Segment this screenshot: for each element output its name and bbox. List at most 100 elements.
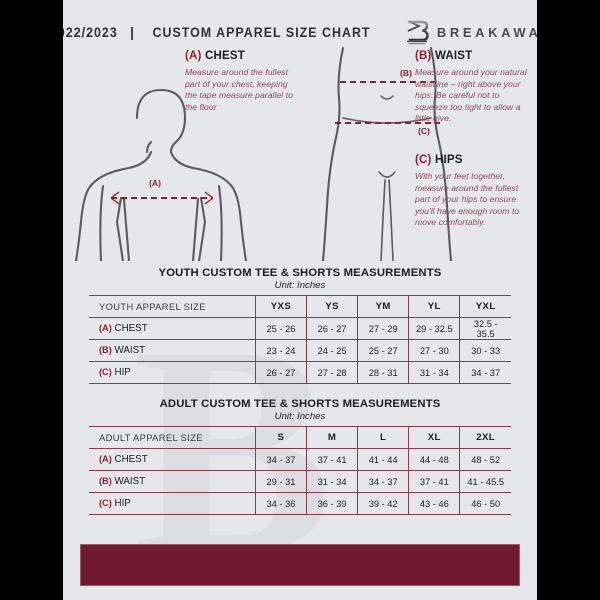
cell: 30 - 33 — [459, 339, 511, 362]
brand-logo: BREAKAWAY — [405, 19, 537, 45]
table-row: (C) HIP 26 - 27 27 - 28 28 - 31 31 - 34 … — [89, 361, 511, 384]
cell: 46 - 50 — [459, 492, 511, 515]
adult-col-2xl: 2XL — [459, 426, 511, 449]
cell: 41 - 44 — [357, 448, 409, 471]
adult-table-title: ADULT CUSTOM TEE & SHORTS MEASUREMENTS — [159, 398, 441, 410]
callout-waist-tag: (B) — [415, 50, 432, 62]
cell: 27 - 28 — [306, 361, 358, 384]
cell: 27 - 29 — [357, 317, 409, 340]
youth-size-table: YOUTH APPAREL SIZE YXS YS YM YL YXL (A) … — [89, 295, 511, 384]
cell: 26 - 27 — [254, 361, 307, 384]
adult-table-header-row: ADULT APPAREL SIZE S M L XL 2XL — [89, 426, 511, 449]
row-tag: (C) — [99, 367, 112, 377]
callout-chest-text: Measure around the fullest part of your … — [185, 67, 293, 112]
cell: 44 - 48 — [408, 448, 460, 471]
adult-col-l: L — [357, 426, 409, 449]
breakaway-b-monogram-icon — [406, 20, 429, 45]
row-tag: (A) — [99, 454, 112, 464]
adult-table-unit: Unit: Inches — [274, 411, 326, 422]
cell: 34 - 37 — [357, 470, 409, 493]
hips-marker-label: (C) — [418, 126, 430, 136]
callout-hips-title: HIPS — [434, 154, 463, 166]
cell: 32.5 - 35.5 — [459, 317, 511, 340]
adult-row-chest-label: (A) CHEST — [89, 448, 256, 471]
page-title: CUSTOM APPAREL SIZE CHART — [152, 24, 371, 40]
youth-col-yxs: YXS — [254, 295, 307, 318]
body-figures-illustration — [74, 46, 453, 261]
row-label: WAIST — [114, 476, 146, 487]
cell: 28 - 31 — [357, 361, 409, 384]
adult-col-m: M — [306, 426, 358, 449]
youth-col-yxl: YXL — [459, 295, 511, 318]
callout-waist-title: WAIST — [434, 50, 473, 62]
cell: 29 - 31 — [254, 470, 307, 493]
callout-waist-heading: (B) WAIST — [415, 50, 533, 62]
adult-size-table: ADULT APPAREL SIZE S M L XL 2XL (A) CHES… — [89, 426, 511, 515]
youth-table-title: YOUTH CUSTOM TEE & SHORTS MEASUREMENTS — [158, 267, 442, 279]
adult-row-waist-label: (B) WAIST — [89, 470, 256, 493]
youth-row-waist-label: (B) WAIST — [89, 339, 256, 362]
row-tag: (C) — [99, 498, 112, 508]
callout-hips-text: With your feet together, measure around … — [415, 171, 520, 228]
adult-col-xl: XL — [408, 426, 460, 449]
cell: 36 - 39 — [306, 492, 358, 515]
cell: 34 - 37 — [459, 361, 511, 384]
youth-row-hip-label: (C) HIP — [89, 361, 256, 384]
cell: 43 - 46 — [408, 492, 460, 515]
youth-col-ys: YS — [306, 295, 358, 318]
youth-col-ym: YM — [357, 295, 409, 318]
brand-name: BREAKAWAY — [436, 24, 537, 40]
cell: 34 - 36 — [254, 492, 307, 515]
callout-waist: (B) WAIST Measure around your natural wa… — [415, 50, 533, 125]
cell: 31 - 34 — [306, 470, 358, 493]
callout-chest-title: CHEST — [204, 50, 245, 62]
callout-hips-heading: (C) HIPS — [415, 154, 533, 166]
youth-table-header-row: YOUTH APPAREL SIZE YXS YS YM YL YXL — [89, 295, 511, 318]
callout-chest: (A) CHEST Measure around the fullest par… — [185, 50, 297, 113]
table-row: (B) WAIST 23 - 24 24 - 25 25 - 27 27 - 3… — [89, 339, 511, 362]
cell: 25 - 27 — [357, 339, 409, 362]
size-chart-page: B 2022/2023 | CUSTOM APPAREL SIZE CHART … — [63, 0, 537, 600]
youth-col-yl: YL — [408, 295, 460, 318]
row-label: WAIST — [114, 345, 146, 356]
row-label: CHEST — [114, 454, 148, 465]
table-row: (A) CHEST 25 - 26 26 - 27 27 - 29 29 - 3… — [89, 317, 511, 340]
cell: 31 - 34 — [408, 361, 460, 384]
waist-marker-label: (B) — [400, 68, 412, 78]
table-row: (B) WAIST 29 - 31 31 - 34 34 - 37 37 - 4… — [89, 470, 511, 493]
cell: 27 - 30 — [408, 339, 460, 362]
youth-col-label: YOUTH APPAREL SIZE — [89, 295, 256, 318]
cell: 37 - 41 — [408, 470, 460, 493]
callout-hips: (C) HIPS With your feet together, measur… — [415, 154, 533, 229]
youth-table-unit: Unit: Inches — [274, 280, 326, 291]
callout-waist-text: Measure around your natural waistline – … — [415, 67, 527, 124]
callout-hips-tag: (C) — [415, 154, 432, 166]
table-row: (C) HIP 34 - 36 36 - 39 39 - 42 43 - 46 … — [89, 492, 511, 515]
cell: 34 - 37 — [254, 448, 307, 471]
footer-band — [80, 544, 520, 586]
cell: 24 - 25 — [306, 339, 358, 362]
header-season: 2022/2023 — [63, 24, 119, 40]
cell: 39 - 42 — [357, 492, 409, 515]
cell: 37 - 41 — [306, 448, 358, 471]
cell: 25 - 26 — [254, 317, 307, 340]
youth-measurements-section: YOUTH CUSTOM TEE & SHORTS MEASUREMENTS U… — [63, 267, 537, 384]
cell: 29 - 32.5 — [408, 317, 460, 340]
cell: 48 - 52 — [459, 448, 511, 471]
youth-row-chest-label: (A) CHEST — [89, 317, 256, 340]
page-header: 2022/2023 | CUSTOM APPAREL SIZE CHART BR… — [63, 0, 537, 45]
callout-chest-tag: (A) — [185, 50, 202, 62]
measurement-diagram: (A) (B) (C) (A) CHEST Measure around the… — [63, 46, 537, 261]
adult-col-label: ADULT APPAREL SIZE — [89, 426, 256, 449]
row-tag: (A) — [99, 323, 112, 333]
adult-row-hip-label: (C) HIP — [89, 492, 256, 515]
chest-marker-label: (A) — [149, 178, 161, 188]
header-separator: | — [130, 24, 134, 40]
row-label: HIP — [114, 367, 131, 378]
row-tag: (B) — [99, 345, 112, 355]
row-tag: (B) — [99, 476, 112, 486]
row-label: HIP — [114, 498, 131, 509]
cell: 26 - 27 — [306, 317, 358, 340]
chest-measure-line — [110, 191, 214, 205]
row-label: CHEST — [114, 323, 148, 334]
